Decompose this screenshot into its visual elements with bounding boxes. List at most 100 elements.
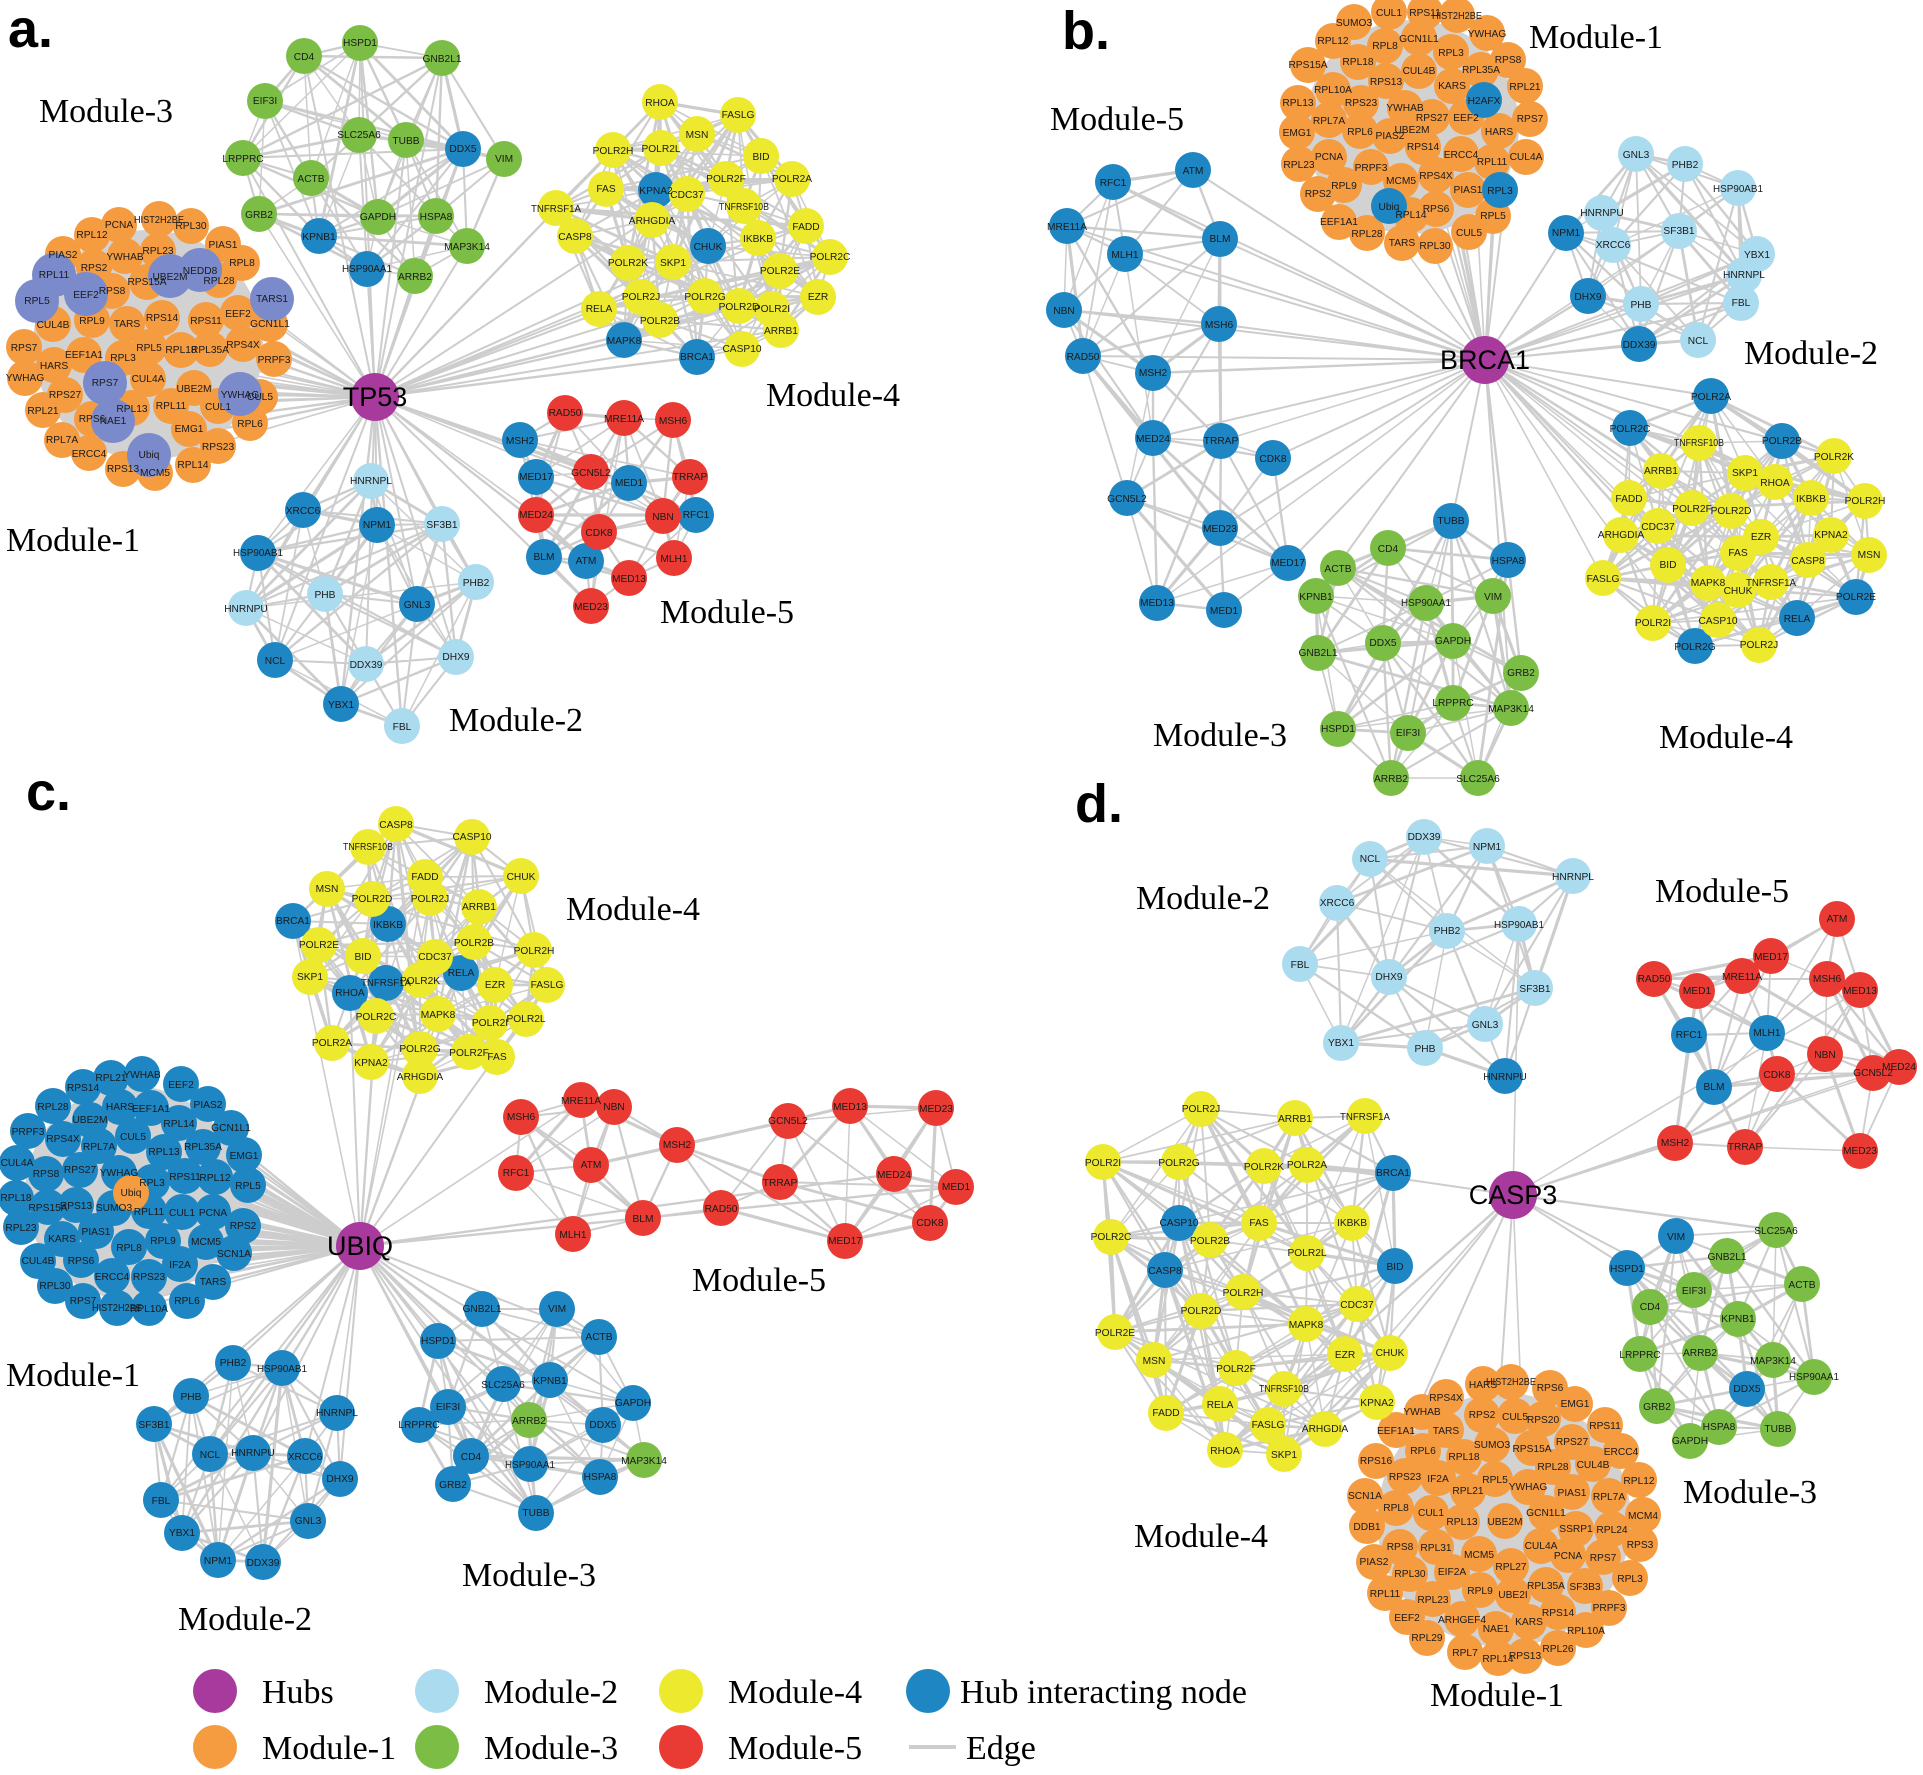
svg-text:RHOA: RHOA [1760,478,1790,489]
svg-text:HNRNPL: HNRNPL [350,476,392,487]
svg-text:NCL: NCL [200,1450,221,1461]
svg-text:Module-4: Module-4 [1134,1518,1268,1555]
svg-text:EEF1A1: EEF1A1 [65,350,103,361]
svg-text:Module-4: Module-4 [1659,719,1793,756]
svg-text:RPL18: RPL18 [165,345,196,356]
svg-text:RPL35A: RPL35A [1527,1581,1565,1592]
svg-text:CUL4B: CUL4B [37,320,70,331]
svg-text:TP53: TP53 [343,382,408,412]
svg-text:ARRB1: ARRB1 [462,902,496,913]
svg-text:GRB2: GRB2 [245,210,273,221]
svg-text:FASLG: FASLG [1252,1420,1285,1431]
svg-text:BID: BID [1660,560,1677,571]
svg-text:EEF2: EEF2 [1394,1613,1420,1624]
svg-text:PCNA: PCNA [1315,152,1344,163]
svg-text:KARS: KARS [1438,81,1466,92]
svg-text:MLH1: MLH1 [559,1230,587,1241]
svg-text:RPL10A: RPL10A [1314,85,1352,96]
svg-text:SF3B1: SF3B1 [426,520,457,531]
svg-text:ARHGDIA: ARHGDIA [629,216,676,227]
svg-text:PIAS2: PIAS2 [1376,131,1405,142]
svg-text:LRPPRC: LRPPRC [1432,698,1473,709]
svg-text:PIAS1: PIAS1 [1454,185,1483,196]
svg-text:ERCC4: ERCC4 [72,449,107,460]
svg-text:PHB2: PHB2 [1672,160,1699,171]
svg-text:IKBKB: IKBKB [743,234,773,245]
svg-text:CUL5: CUL5 [247,392,273,403]
svg-text:KPNB1: KPNB1 [302,232,336,243]
svg-text:PIAS2: PIAS2 [194,1100,223,1111]
svg-text:RPL21: RPL21 [1452,1486,1483,1497]
svg-text:RAD50: RAD50 [705,1204,738,1215]
svg-text:SCN1A: SCN1A [1348,1491,1382,1502]
svg-text:MED17: MED17 [828,1236,862,1247]
svg-text:YWHAB: YWHAB [123,1070,161,1081]
svg-text:POLR2L: POLR2L [1287,1248,1326,1259]
svg-text:POLR2E: POLR2E [1836,592,1876,603]
svg-text:FBL: FBL [393,722,412,733]
svg-text:BID: BID [1387,1262,1404,1273]
svg-text:RPS13: RPS13 [107,464,140,475]
svg-text:RPL35A: RPL35A [1462,65,1500,76]
svg-text:MSH2: MSH2 [1661,1138,1690,1149]
svg-text:CDK8: CDK8 [1259,454,1287,465]
svg-text:Hubs: Hubs [262,1674,334,1711]
svg-text:ACTB: ACTB [297,174,324,185]
svg-text:MSN: MSN [1858,550,1881,561]
svg-text:MED1: MED1 [1210,606,1239,617]
svg-text:RPL14: RPL14 [177,460,208,471]
svg-text:CASP10: CASP10 [1159,1218,1198,1229]
svg-text:HSP90AB1: HSP90AB1 [233,548,283,559]
svg-text:CUL5: CUL5 [120,1132,146,1143]
svg-text:PHB: PHB [1415,1044,1436,1055]
svg-text:ATM: ATM [1827,914,1848,925]
svg-text:POLR2K: POLR2K [1244,1162,1284,1173]
svg-text:HNRNPL: HNRNPL [1552,872,1594,883]
svg-text:Module-4: Module-4 [766,377,900,414]
svg-text:BLM: BLM [633,1214,654,1225]
svg-text:RPL9: RPL9 [1467,1586,1493,1597]
svg-text:RPS27: RPS27 [1416,113,1449,124]
svg-text:ACTB: ACTB [1324,564,1351,575]
svg-text:SLC25A6: SLC25A6 [481,1380,525,1391]
svg-text:RPS13: RPS13 [1509,1651,1542,1662]
svg-text:ACTB: ACTB [585,1332,612,1343]
svg-text:IKBKB: IKBKB [1796,494,1826,505]
svg-text:RPL28: RPL28 [1351,229,1382,240]
svg-text:Edge: Edge [966,1730,1036,1767]
svg-text:RPL24: RPL24 [1596,1525,1627,1536]
svg-text:LRPPRC: LRPPRC [398,1420,439,1431]
svg-text:BLM: BLM [1210,234,1231,245]
svg-text:RPL3: RPL3 [110,353,136,364]
svg-text:RPL13: RPL13 [116,404,147,415]
svg-text:UBE2M: UBE2M [72,1115,107,1126]
svg-text:MED23: MED23 [1843,1146,1877,1157]
svg-text:Ubiq: Ubiq [139,450,160,461]
svg-text:GRB2: GRB2 [1643,1402,1671,1413]
svg-text:EMG1: EMG1 [1561,1399,1590,1410]
svg-text:MED23: MED23 [574,602,608,613]
svg-text:MED23: MED23 [919,1104,953,1115]
svg-text:GCN1L1: GCN1L1 [1399,34,1439,45]
svg-text:GCN1L1: GCN1L1 [1526,1508,1566,1519]
svg-text:NPM1: NPM1 [204,1556,233,1567]
svg-text:MED13: MED13 [833,1102,867,1113]
svg-text:NBN: NBN [1053,306,1075,317]
svg-text:HARS: HARS [1485,127,1514,138]
svg-text:RAD50: RAD50 [1067,352,1100,363]
svg-text:EEF2: EEF2 [1453,113,1479,124]
svg-text:UBE2M: UBE2M [1394,125,1429,136]
svg-text:TARS1: TARS1 [256,294,288,305]
svg-text:SLC25A6: SLC25A6 [337,130,381,141]
svg-text:RPL14: RPL14 [1482,1654,1513,1665]
svg-text:POLR2J: POLR2J [1740,640,1779,651]
svg-text:RPS23: RPS23 [1345,98,1378,109]
svg-text:POLR2B: POLR2B [1762,436,1802,447]
svg-text:RELA: RELA [448,968,475,979]
svg-text:RPL11: RPL11 [39,270,70,281]
svg-text:TUBB: TUBB [392,136,419,147]
svg-text:NBN: NBN [1814,1050,1836,1061]
svg-text:CDC37: CDC37 [670,190,704,201]
svg-text:EEF2: EEF2 [73,290,99,301]
svg-text:UBE2M: UBE2M [176,384,211,395]
